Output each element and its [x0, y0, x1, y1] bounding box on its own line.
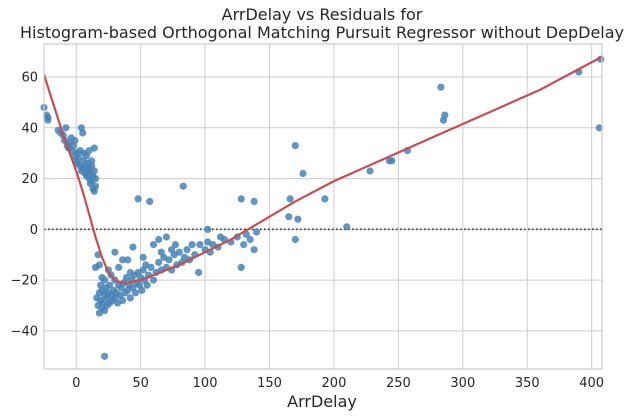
- y-tick-label: 0: [30, 223, 38, 238]
- scatter-point: [595, 124, 604, 132]
- y-tick-label: −20: [11, 274, 38, 289]
- scatter-point: [126, 268, 134, 277]
- scatter-point: [343, 223, 351, 231]
- scatter-point: [101, 352, 109, 360]
- x-tick-label: 150: [257, 376, 282, 391]
- scatter-point: [147, 263, 155, 271]
- x-tick-labels: 0 50 100 150 200 250 300 350 400: [72, 376, 604, 391]
- scatter-point: [253, 228, 261, 236]
- scatter-point: [126, 294, 134, 302]
- scatter-point: [90, 144, 98, 152]
- scatter-point: [134, 195, 142, 203]
- scatter-point: [138, 286, 146, 294]
- scatter-point: [111, 248, 119, 256]
- x-tick-label: 350: [515, 376, 540, 391]
- scatter-point: [299, 169, 307, 178]
- scatter-point: [216, 233, 225, 241]
- scatter-point: [149, 241, 158, 249]
- regression-line: [44, 55, 602, 284]
- y-tick-label: −40: [11, 324, 38, 339]
- chart-title-line-1: ArrDelay vs Residuals for: [222, 5, 423, 24]
- x-tick-label: 250: [386, 376, 411, 391]
- x-tick-label: 100: [193, 376, 218, 391]
- scatter-point: [71, 136, 79, 145]
- x-tick-label: 400: [579, 376, 604, 391]
- plot-border: [43, 43, 603, 370]
- scatter-point: [204, 225, 212, 233]
- scatter-point: [162, 233, 170, 241]
- scatter-point: [143, 281, 151, 289]
- scatter-point: [139, 253, 147, 261]
- scatter-point: [237, 263, 245, 271]
- scatter-point: [240, 241, 248, 249]
- plot-area: [44, 44, 602, 369]
- scatter-point: [119, 296, 127, 304]
- scatter-point: [90, 167, 98, 175]
- scatter-point: [388, 157, 396, 165]
- scatter-point: [62, 124, 70, 132]
- x-tick-label: 50: [132, 376, 149, 391]
- y-tick-label: 40: [21, 121, 38, 136]
- scatter-point: [165, 256, 173, 264]
- scatter-point: [44, 116, 52, 124]
- x-tick-label: 0: [72, 376, 80, 391]
- scatter-point: [285, 213, 293, 221]
- scatter-point: [294, 215, 302, 223]
- scatter-point: [146, 197, 154, 205]
- scatter-point: [196, 241, 204, 249]
- scatter-point: [131, 289, 140, 297]
- scatter-point: [91, 175, 100, 183]
- x-tick-label: 300: [450, 376, 475, 391]
- scatter-point: [149, 276, 158, 284]
- scatter-point: [124, 256, 132, 264]
- scatter-point: [250, 197, 258, 205]
- y-tick-label: 20: [21, 172, 38, 187]
- scatter-point: [321, 195, 329, 203]
- scatter-point: [155, 235, 163, 244]
- scatter-point: [97, 281, 105, 289]
- plot-frame: [43, 43, 603, 370]
- scatter-point: [129, 243, 137, 251]
- scatter-point: [188, 241, 196, 249]
- scatter-point: [115, 263, 123, 271]
- scatter-point: [119, 256, 127, 264]
- scatter-point: [168, 246, 176, 254]
- scatter-point: [171, 241, 179, 249]
- scatter-point: [441, 111, 449, 119]
- y-tick-labels: −40 −20 0 20 40 60: [11, 71, 38, 340]
- regression-curve: [44, 55, 602, 284]
- scatter-point: [246, 235, 254, 244]
- scatter-point: [286, 195, 294, 203]
- plot-background: [44, 44, 602, 369]
- scatter-points: [40, 55, 605, 360]
- scatter-point: [366, 167, 374, 175]
- scatter-point: [88, 157, 96, 165]
- scatter-point: [291, 142, 299, 150]
- scatter-point: [101, 276, 109, 284]
- scatter-point: [179, 182, 187, 190]
- scatter-point: [91, 182, 100, 190]
- chart-title-line-2: Histogram-based Orthogonal Matching Purs…: [20, 23, 624, 42]
- y-tick-label: 60: [21, 71, 38, 86]
- x-tick-label: 200: [322, 376, 347, 391]
- scatter-point: [183, 246, 191, 254]
- scatter-point: [237, 195, 245, 203]
- scatter-point: [91, 263, 100, 271]
- scatter-point: [250, 246, 258, 254]
- scatter-point: [437, 83, 445, 91]
- scatter-point: [175, 248, 183, 256]
- x-axis-label: ArrDelay: [287, 392, 357, 411]
- scatter-point: [195, 268, 203, 277]
- grid: [44, 44, 602, 369]
- scatter-point: [106, 281, 114, 289]
- scatter-point: [291, 235, 299, 244]
- scatter-point: [157, 248, 165, 256]
- scatter-point: [79, 129, 87, 137]
- scatter-point: [155, 258, 163, 266]
